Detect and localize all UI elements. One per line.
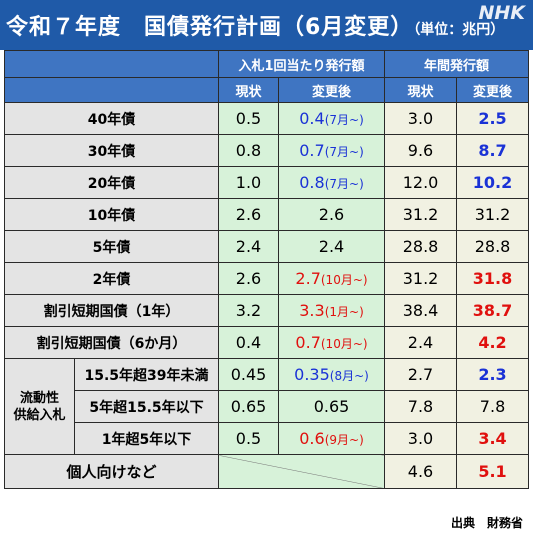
auction-changed: 0.4(7月~) (277, 102, 386, 135)
annual-current: 3.0 (384, 102, 458, 135)
auction-changed: 0.35(8月~) (277, 358, 386, 391)
title-bar: 令和７年度 国債発行計画（6月変更）（単位：兆円） NHK (0, 0, 533, 50)
row-label: 割引短期国債（6か月） (4, 326, 219, 359)
header-auction-group: 入札1回当たり発行額 (217, 50, 386, 78)
table-row: 個人向けなど 4.6 5.1 (4, 454, 530, 489)
row-label: 5年超15.5年以下 (74, 390, 219, 423)
auction-changed: 0.8(7月~) (277, 166, 386, 199)
table-row: 20年債 1.0 0.8(7月~) 12.0 10.2 (4, 166, 530, 199)
row-label: 個人向けなど (4, 454, 219, 489)
annual-changed: 2.3 (456, 358, 530, 391)
annual-current: 2.4 (384, 326, 458, 359)
auction-changed: 0.65 (277, 390, 386, 423)
row-label: 30年債 (4, 134, 219, 167)
annual-changed: 38.7 (456, 294, 530, 327)
auction-current: 0.8 (218, 134, 279, 167)
auction-current: 0.5 (218, 102, 279, 135)
annual-changed: 8.7 (456, 134, 530, 167)
auction-changed: 3.3(1月~) (277, 294, 386, 327)
row-label: 5年債 (4, 230, 219, 263)
annual-changed: 7.8 (456, 390, 530, 423)
table-row: 5年超15.5年以下 0.65 0.65 7.8 7.8 (5, 390, 530, 423)
row-label: 2年債 (4, 262, 219, 295)
annual-current: 31.2 (384, 262, 458, 295)
auction-current: 2.6 (218, 262, 279, 295)
header-auction-current: 現状 (218, 77, 279, 103)
annual-changed: 3.4 (456, 422, 530, 455)
table-row: 30年債 0.8 0.7(7月~) 9.6 8.7 (4, 134, 530, 167)
table-row: 割引短期国債（6か月） 0.4 0.7(10月~) 2.4 4.2 (4, 326, 530, 359)
table-row: 5年債 2.4 2.4 28.8 28.8 (4, 230, 530, 263)
table-row: 40年債 0.5 0.4(7月~) 3.0 2.5 (4, 102, 530, 135)
annual-current: 12.0 (384, 166, 458, 199)
auction-changed: 2.4 (277, 230, 386, 263)
annual-changed: 10.2 (456, 166, 530, 199)
header-annual-current: 現状 (384, 77, 458, 103)
table-row: 2年債 2.6 2.7(10月~) 31.2 31.8 (4, 262, 530, 295)
header-annual-group: 年間発行額 (384, 50, 530, 78)
row-label: 1年超5年以下 (74, 422, 219, 455)
unit-label: （単位：兆円） (413, 22, 505, 38)
auction-changed: 0.7(10月~) (277, 326, 386, 359)
header-annual-changed: 変更後 (456, 77, 530, 103)
annual-changed: 4.2 (456, 326, 530, 359)
annual-changed: 5.1 (456, 454, 530, 489)
page-title: 令和７年度 国債発行計画（6月変更）（単位：兆円） (6, 15, 505, 40)
header-blank-2 (4, 77, 219, 103)
auction-current: 0.65 (218, 390, 279, 423)
row-label: 20年債 (4, 166, 219, 199)
source-note: 出典 財務省 (450, 516, 523, 530)
auction-current: 0.5 (218, 422, 279, 455)
annual-changed: 31.2 (456, 198, 530, 231)
table-row: 10年債 2.6 2.6 31.2 31.2 (4, 198, 530, 231)
auction-current: 3.2 (218, 294, 279, 327)
auction-current: 1.0 (218, 166, 279, 199)
auction-current: 0.45 (218, 358, 279, 391)
annual-changed: 2.5 (456, 102, 530, 135)
auction-changed: 2.7(10月~) (277, 262, 386, 295)
nhk-logo: NHK (478, 2, 525, 24)
auction-changed: 0.6(9月~) (277, 422, 386, 455)
bond-issuance-table: 入札1回当たり発行額 年間発行額 現状 変更後 現状 変更後 40年債 0.5 … (4, 50, 530, 489)
annual-current: 2.7 (384, 358, 458, 391)
annual-current: 38.4 (384, 294, 458, 327)
auction-current: 2.4 (218, 230, 279, 263)
row-label: 15.5年超39年未満 (74, 358, 219, 391)
annual-current: 9.6 (384, 134, 458, 167)
auction-changed: 2.6 (277, 198, 386, 231)
table-row: 割引短期国債（1年） 3.2 3.3(1月~) 38.4 38.7 (4, 294, 530, 327)
auction-current: 0.4 (218, 326, 279, 359)
individual-auction-empty (217, 454, 386, 489)
annual-current: 28.8 (384, 230, 458, 263)
row-label: 40年債 (4, 102, 219, 135)
auction-changed: 0.7(7月~) (277, 134, 386, 167)
annual-current: 4.6 (384, 454, 458, 489)
annual-current: 31.2 (384, 198, 458, 231)
table-row: 流動性 供給入札 15.5年超39年未満 0.45 0.35(8月~) 2.7 2… (4, 358, 530, 455)
liquidity-group-label: 流動性 供給入札 (4, 358, 75, 455)
row-label: 10年債 (4, 198, 219, 231)
annual-changed: 31.8 (456, 262, 530, 295)
header-blank (4, 50, 219, 78)
header-auction-changed: 変更後 (277, 77, 386, 103)
annual-current: 7.8 (384, 390, 458, 423)
annual-changed: 28.8 (456, 230, 530, 263)
auction-current: 2.6 (218, 198, 279, 231)
annual-current: 3.0 (384, 422, 458, 455)
table-row: 1年超5年以下 0.5 0.6(9月~) 3.0 3.4 (5, 422, 530, 455)
row-label: 割引短期国債（1年） (4, 294, 219, 327)
